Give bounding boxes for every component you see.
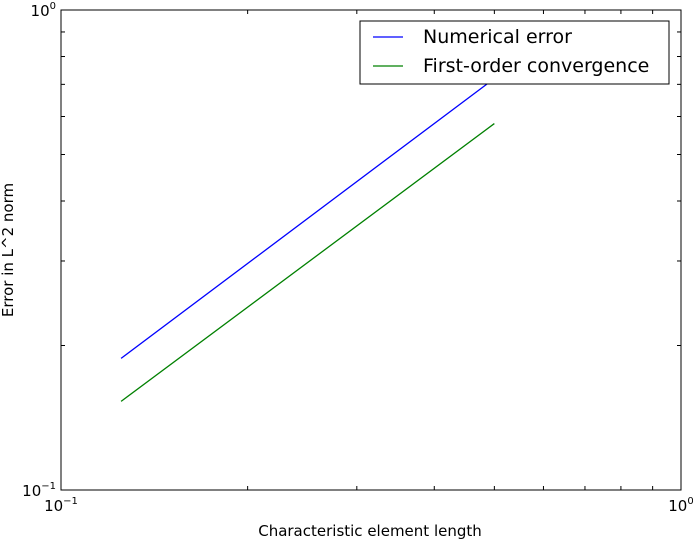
x-tick-label: 100 (668, 496, 693, 515)
series-group (120, 77, 495, 402)
y-tick-label: 10−1 (22, 481, 56, 500)
x-axis-title: Characteristic element length (258, 522, 482, 540)
series-line-first-order-convergence (120, 123, 495, 402)
minor-ticks (60, 9, 682, 491)
tick-labels: 10−1 100 10−1 100 (22, 1, 693, 515)
x-tick-label: 10−1 (44, 496, 78, 515)
y-axis-title: Error in L^2 norm (0, 183, 17, 317)
y-tick-label: 100 (31, 1, 56, 20)
legend-box (359, 20, 670, 85)
legend: Numerical error First-order convergence (359, 20, 670, 85)
legend-label-first-order-convergence: First-order convergence (423, 55, 649, 77)
legend-label-numerical-error: Numerical error (423, 26, 572, 48)
series-line-numerical-error (120, 77, 495, 359)
plot-area (60, 9, 682, 491)
